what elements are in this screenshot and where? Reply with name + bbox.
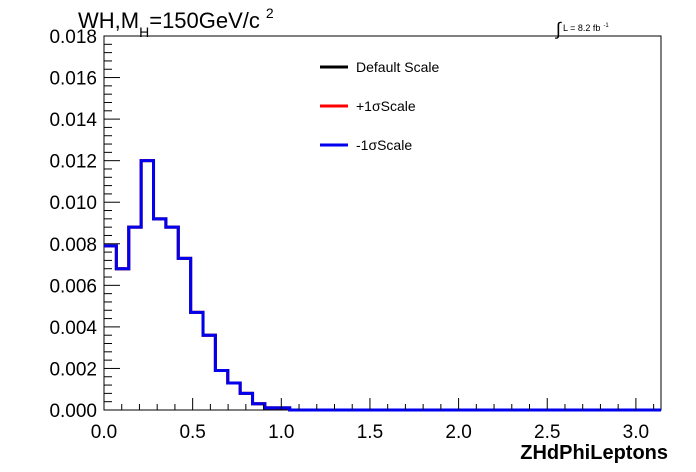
y-tick-label: 0.002 [49, 359, 97, 380]
chart-title: WH,MH=150GeV/c 2 [78, 5, 274, 40]
x-tick-label: 2.5 [534, 422, 560, 443]
lumi-value: L = 8.2 fb [563, 23, 600, 33]
x-tick-label: 1.0 [268, 422, 294, 443]
y-tick-label: 0.012 [49, 152, 97, 173]
y-tick-label: 0.008 [49, 235, 97, 256]
x-tick-label: 0.5 [179, 422, 205, 443]
title-prefix: WH,M [78, 8, 139, 33]
y-tick-label: 0.006 [49, 276, 97, 297]
x-tick-label: 3.0 [623, 422, 649, 443]
title-subscript: H [139, 24, 149, 40]
lumi-label: ∫ L = 8.2 fb -1 [554, 19, 609, 39]
histogram-series-1-1-scale [104, 159, 661, 412]
x-tick-label: 2.0 [445, 422, 471, 443]
y-tick-label: 0.010 [49, 193, 97, 214]
y-tick-label: 0.000 [49, 401, 97, 422]
title-superscript: 2 [266, 5, 274, 21]
lumi-superscript: -1 [603, 23, 609, 29]
legend-label-plus-sigma: +1σScale [356, 98, 416, 114]
legend-label-minus-sigma: -1σScale [356, 137, 412, 153]
y-tick-label: 0.018 [49, 27, 97, 48]
x-tick-label: 1.5 [357, 422, 383, 443]
title-suffix: =150GeV/c [149, 8, 260, 33]
y-tick-label: 0.004 [49, 318, 97, 339]
integral-symbol: ∫ [554, 19, 562, 39]
y-tick-label: 0.014 [49, 110, 97, 131]
plot-frame [103, 35, 662, 411]
x-axis-label: ZHdPhiLeptons [520, 442, 668, 464]
histogram-series-2-1-scale [104, 159, 661, 412]
x-tick-label: 0.0 [91, 422, 117, 443]
legend-label-default: Default Scale [356, 59, 439, 75]
legend: Default Scale +1σScale -1σScale [320, 59, 439, 153]
y-tick-label: 0.016 [49, 69, 97, 90]
histogram-series-0default-scale [104, 159, 661, 412]
